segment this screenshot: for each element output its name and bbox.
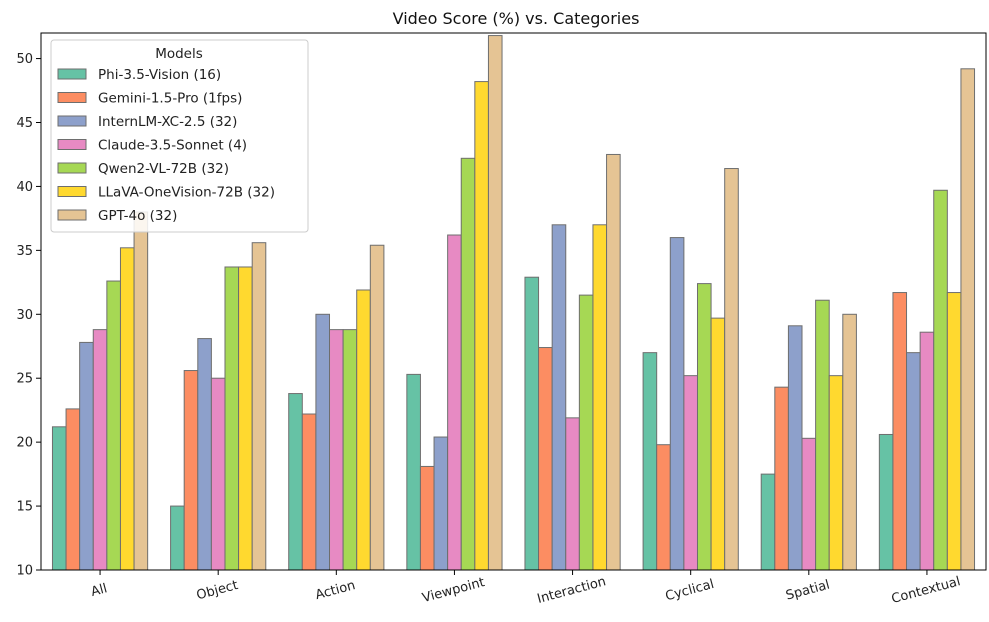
- x-tick-label-spatial: Spatial: [784, 578, 831, 604]
- x-tick-label-viewpoint: Viewpoint: [421, 575, 487, 606]
- bar-spatial-series-2: [774, 386, 789, 571]
- bar-action-series-1: [288, 393, 303, 571]
- bar-interaction-series-4: [565, 417, 580, 571]
- x-tick-label-interaction: Interaction: [536, 574, 608, 607]
- bar-interaction-series-2: [538, 347, 553, 571]
- bar-viewpoint-series-5: [460, 157, 476, 571]
- bar-all-series-6: [119, 247, 135, 571]
- bar-viewpoint-series-2: [419, 465, 435, 571]
- bar-all-series-4: [92, 329, 108, 571]
- bar-all-series-7: [133, 211, 149, 571]
- x-tick-label-contextual: Contextual: [890, 574, 962, 607]
- bar-object-series-7: [251, 242, 267, 571]
- bar-cyclical-series-1: [642, 352, 658, 571]
- y-tick-label: 50: [16, 52, 33, 67]
- bar-action-series-3: [315, 313, 331, 571]
- bar-contextual-series-5: [933, 189, 948, 571]
- bar-object-series-5: [224, 266, 240, 571]
- x-ticks: All Object Action Viewpoint Interaction Cycli…: [89, 570, 962, 607]
- bar-contextual-series-1: [878, 433, 894, 571]
- x-tick-label-action: Action: [314, 578, 357, 603]
- bar-object-series-1: [170, 505, 185, 571]
- axes-layer: [40, 32, 987, 571]
- legend-swatch-6: [57, 186, 87, 197]
- y-tick-label: 30: [16, 308, 33, 323]
- bar-cyclical-series-2: [656, 444, 671, 571]
- bar-interaction-series-5: [578, 294, 594, 571]
- legend-box: [50, 39, 309, 233]
- y-tick-label: 35: [16, 244, 33, 259]
- legend-title: Models: [155, 46, 203, 62]
- bar-viewpoint-series-7: [487, 35, 503, 571]
- legend-label-3: InternLM-XC-2.5 (32): [98, 114, 237, 130]
- legend-swatch-7: [57, 209, 87, 221]
- y-tick-label: 15: [16, 500, 33, 515]
- legend-swatch-1: [57, 68, 87, 80]
- y-tick-label: 10: [16, 564, 33, 579]
- x-tick-label-all: All: [89, 581, 108, 600]
- x-tick-label-object: Object: [195, 578, 240, 603]
- bar-spatial-series-5: [815, 299, 830, 571]
- legend-swatch-2: [57, 92, 87, 103]
- bar-object-series-6: [238, 266, 253, 571]
- y-tick-label: 20: [16, 436, 33, 451]
- bar-all-series-1: [51, 426, 67, 571]
- bar-interaction-series-1: [524, 276, 540, 571]
- bar-action-series-6: [356, 289, 371, 571]
- bar-viewpoint-series-6: [474, 81, 489, 571]
- y-tick-label: 40: [16, 180, 33, 195]
- bar-interaction-series-7: [606, 153, 621, 571]
- bar-action-series-2: [301, 413, 317, 571]
- bar-contextual-series-7: [960, 68, 976, 571]
- bar-spatial-series-6: [828, 375, 844, 571]
- bar-viewpoint-series-4: [447, 234, 462, 571]
- bar-contextual-series-2: [892, 292, 908, 571]
- legend-swatch-3: [57, 115, 87, 127]
- bar-spatial-series-7: [842, 313, 857, 571]
- bar-object-series-2: [183, 370, 199, 571]
- bar-object-series-3: [197, 338, 212, 571]
- bar-all-series-2: [65, 408, 81, 571]
- bar-contextual-series-4: [919, 331, 935, 571]
- chart-title: Video Score (%) vs. Categories: [393, 9, 640, 28]
- legend-swatch-5: [57, 162, 87, 174]
- x-tick-label-cyclical: Cyclical: [664, 577, 716, 604]
- bar-contextual-series-6: [946, 292, 962, 571]
- bar-cyclical-series-5: [696, 283, 712, 571]
- bar-contextual-series-3: [906, 352, 921, 571]
- bar-spatial-series-1: [760, 473, 776, 571]
- bar-viewpoint-series-3: [433, 436, 449, 571]
- bar-interaction-series-6: [592, 224, 608, 571]
- legend-label-5: Qwen2-VL-72B (32): [98, 161, 229, 177]
- bar-interaction-series-3: [551, 224, 567, 571]
- legend-label-2: Gemini-1.5-Pro (1fps): [98, 91, 242, 107]
- legend-label-4: Claude-3.5-Sonnet (4): [98, 138, 247, 154]
- plot-frame: [40, 32, 987, 571]
- bar-spatial-series-3: [787, 325, 803, 571]
- bar-action-series-7: [369, 244, 385, 571]
- bar-action-series-4: [329, 329, 344, 571]
- legend-label-7: GPT-4o (32): [98, 208, 177, 224]
- bar-spatial-series-4: [801, 437, 817, 571]
- legend-label-6: LLaVA-OneVision-72B (32): [98, 185, 275, 201]
- legend-label-1: Phi-3.5-Vision (16): [98, 67, 221, 83]
- legend: Models Phi-3.5-Vision (16) Gemini-1.5-Pro…: [50, 39, 309, 233]
- bar-cyclical-series-4: [683, 375, 698, 571]
- bar-action-series-5: [342, 329, 358, 571]
- legend-items: Phi-3.5-Vision (16) Gemini-1.5-Pro (1fps)…: [57, 67, 275, 224]
- y-tick-label: 25: [16, 372, 33, 387]
- y-tick-label: 45: [16, 116, 33, 131]
- bar-object-series-4: [210, 377, 226, 571]
- bar-cyclical-series-6: [710, 317, 726, 571]
- bar-cyclical-series-7: [724, 168, 739, 571]
- y-ticks: 10 15 20 25 30 35 40 45 50: [16, 52, 41, 579]
- bar-viewpoint-series-1: [406, 373, 421, 571]
- legend-swatch-4: [57, 139, 87, 150]
- bar-cyclical-series-3: [669, 237, 685, 571]
- bar-all-series-3: [79, 341, 94, 571]
- bar-all-series-5: [106, 280, 121, 571]
